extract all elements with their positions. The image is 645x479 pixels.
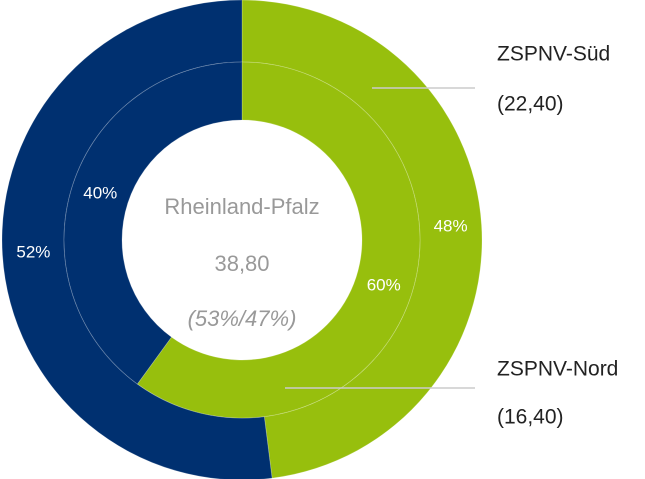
ring-label: ZSPNV-Nord — [497, 358, 618, 381]
center-value: 38,80 — [214, 251, 269, 276]
center-note: (53%/47%) — [188, 306, 297, 331]
slice-label: 60% — [367, 276, 401, 295]
slice-label: 48% — [434, 216, 468, 235]
donut-slice — [1, 0, 273, 479]
ring-label: ZSPNV-Süd — [497, 43, 610, 66]
center-title: Rheinland-Pfalz — [164, 194, 319, 219]
slice-label: 52% — [16, 243, 50, 262]
ring-total: (22,40) — [497, 93, 564, 116]
rings — [1, 0, 483, 479]
slice-label: 40% — [83, 183, 117, 202]
donut-slice — [63, 61, 243, 385]
donut-slice — [136, 61, 421, 419]
ring-total: (16,40) — [497, 406, 564, 429]
